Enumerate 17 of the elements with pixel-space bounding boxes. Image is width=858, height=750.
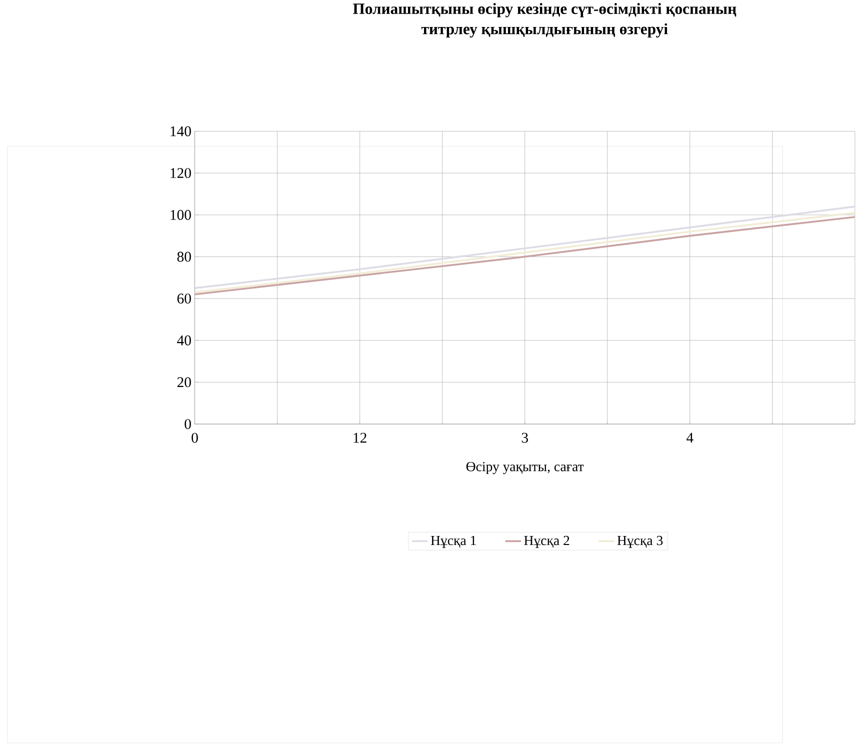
x-tick-label: 12 bbox=[354, 432, 366, 442]
y-tick-label: 0 bbox=[184, 418, 191, 429]
x-tick-label: 3 bbox=[522, 432, 528, 443]
y-tick-label: 120 bbox=[170, 168, 191, 178]
legend-label: Нұсқа 2 bbox=[524, 536, 570, 548]
x-axis-title: Өсіру уақыты, сағат bbox=[466, 462, 584, 474]
legend-label: Нұсқа 3 bbox=[617, 536, 663, 548]
y-tick-label: 140 bbox=[170, 126, 191, 136]
x-tick-label: 0 bbox=[192, 432, 198, 443]
x-tick-label: 4 bbox=[686, 432, 694, 442]
y-tick-label: 80 bbox=[177, 252, 191, 262]
y-tick-label: 20 bbox=[177, 377, 191, 388]
y-tick-label: 100 bbox=[170, 210, 191, 220]
legend-label: Нұсқа 1 bbox=[430, 536, 476, 548]
chart-title: Полиашытқыны өсіру кезінде сүт-өсімдікті қоспаның титрлеу қышқылдығының өзгеруі bbox=[353, 2, 736, 38]
y-tick-label: 40 bbox=[177, 335, 191, 346]
y-tick-label: 60 bbox=[177, 293, 191, 304]
